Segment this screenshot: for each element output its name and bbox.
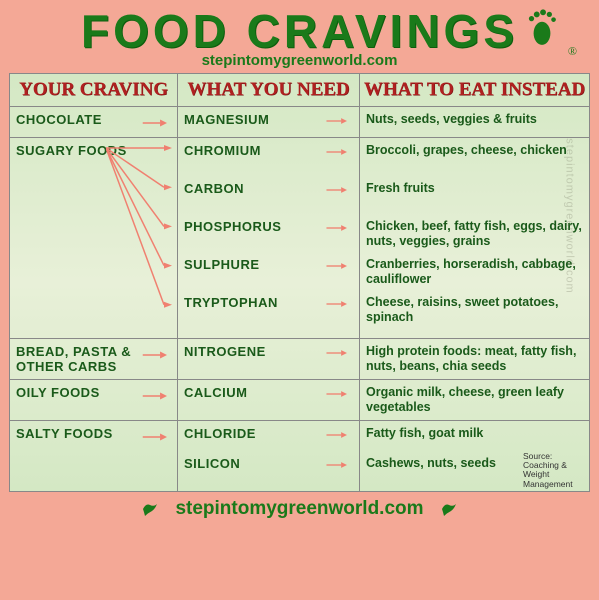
eat-cell: Nuts, seeds, veggies & fruits [360, 107, 589, 137]
footer-url: stepintomygreenworld.com [175, 498, 423, 519]
need-cell: CALCIUM [178, 380, 360, 420]
eat-cell: Broccoli, grapes, cheese, chicken Fresh f… [360, 138, 589, 338]
arrow-icon [325, 112, 347, 130]
craving-cell: BREAD, PASTA & OTHER CARBS [10, 339, 178, 379]
need-cell: MAGNESIUM [178, 107, 360, 137]
footer: stepintomygreenworld.com [6, 492, 593, 520]
table-row: OILY FOODS CALCIUM Organic milk, cheese,… [10, 380, 589, 421]
arrow-icon [325, 426, 347, 444]
need-cell: NITROGENE [178, 339, 360, 379]
arrow-icon [141, 114, 167, 132]
eat-cell: Fatty fish, goat milkCashews, nuts, seed… [360, 421, 589, 491]
need-cell: CHLORIDE SILICON [178, 421, 360, 491]
table-header-row: YOUR CRAVING WHAT YOU NEED WHAT TO EAT I… [10, 74, 589, 107]
eat-item: Chicken, beef, fatty fish, eggs, dairy, … [366, 219, 583, 253]
need-item: TRYPTOPHAN [184, 295, 353, 315]
arrow-icon [325, 257, 347, 275]
infographic-container: FOOD CRAVINGS stepintomygreenworld.com ®… [0, 0, 599, 600]
craving-cell: CHOCOLATE [10, 107, 178, 137]
arrow-icon [325, 344, 347, 362]
table-row: CHOCOLATE MAGNESIUM Nuts, seeds, veggies… [10, 107, 589, 138]
arrow-icon [325, 219, 347, 237]
table-row: BREAD, PASTA & OTHER CARBS NITROGENE Hig… [10, 339, 589, 380]
arrow-icon [325, 181, 347, 199]
lizard-icon-left [140, 499, 160, 519]
arrow-icon [325, 456, 347, 474]
need-item: MAGNESIUM [184, 112, 353, 132]
table-body: CHOCOLATE MAGNESIUM Nuts, seeds, veggies… [10, 107, 589, 491]
need-label: MAGNESIUM [184, 112, 269, 127]
arrow-icon [141, 346, 167, 364]
source-credit: Source: Coaching & Weight Management [523, 452, 585, 489]
header: FOOD CRAVINGS stepintomygreenworld.com ® [6, 6, 593, 69]
need-label: CARBON [184, 181, 244, 196]
eat-item: Nuts, seeds, veggies & fruits [366, 112, 583, 132]
header-craving: YOUR CRAVING [10, 74, 178, 106]
eat-cell: Organic milk, cheese, green leafy vegeta… [360, 380, 589, 420]
lizard-icon-right [439, 499, 459, 519]
main-title: FOOD CRAVINGS [6, 8, 593, 54]
eat-item: Cheese, raisins, sweet potatoes, spinach [366, 295, 583, 329]
arrow-icon [325, 143, 347, 161]
need-item: SILICON [184, 456, 353, 476]
craving-cell: SALTY FOODS [10, 421, 178, 491]
craving-label: OILY FOODS [16, 385, 100, 400]
need-item: CALCIUM [184, 385, 353, 405]
arrow-icon [325, 295, 347, 313]
need-label: TRYPTOPHAN [184, 295, 278, 310]
registered-mark: ® [568, 44, 577, 59]
eat-item: High protein foods: meat, fatty fish, nu… [366, 344, 583, 374]
eat-item: Fatty fish, goat milk [366, 426, 583, 446]
need-label: SULPHURE [184, 257, 260, 272]
craving-cell: OILY FOODS [10, 380, 178, 420]
eat-item: Broccoli, grapes, cheese, chicken [366, 143, 583, 177]
need-label: NITROGENE [184, 344, 266, 359]
need-cell: CHROMIUM CARBON PHOSPHORUS SULPHURE TRYP… [178, 138, 360, 338]
craving-label: CHOCOLATE [16, 112, 102, 127]
table-row: SALTY FOODS CHLORIDE SILICON Fatty fish,… [10, 421, 589, 491]
need-item: CHROMIUM [184, 143, 353, 163]
eat-item: Cranberries, horseradish, cabbage, cauli… [366, 257, 583, 291]
eat-cell: High protein foods: meat, fatty fish, nu… [360, 339, 589, 379]
header-need: WHAT YOU NEED [178, 74, 360, 106]
need-item: NITROGENE [184, 344, 353, 364]
multi-arrow-icon [106, 142, 176, 332]
craving-cell: SUGARY FOODS [10, 138, 178, 338]
craving-label: SALTY FOODS [16, 426, 113, 441]
eat-item: Organic milk, cheese, green leafy vegeta… [366, 385, 583, 415]
footprint-icon [521, 6, 563, 48]
table-row: SUGARY FOODS CHROMIUM CARBON PHOSPHORUS [10, 138, 589, 339]
cravings-table: YOUR CRAVING WHAT YOU NEED WHAT TO EAT I… [9, 73, 590, 492]
arrow-icon [141, 387, 167, 405]
need-label: CALCIUM [184, 385, 247, 400]
need-item: SULPHURE [184, 257, 353, 277]
need-label: PHOSPHORUS [184, 219, 281, 234]
arrow-icon [141, 428, 167, 446]
need-item: PHOSPHORUS [184, 219, 353, 239]
eat-item: Fresh fruits [366, 181, 583, 215]
watermark: stepintomygreenworld.com [563, 138, 575, 293]
need-item: CARBON [184, 181, 353, 201]
need-label: CHLORIDE [184, 426, 256, 441]
need-item: CHLORIDE [184, 426, 353, 446]
need-label: SILICON [184, 456, 240, 471]
craving-label: BREAD, PASTA & OTHER CARBS [16, 344, 131, 374]
arrow-icon [325, 385, 347, 403]
need-label: CHROMIUM [184, 143, 261, 158]
header-eat: WHAT TO EAT INSTEAD [360, 74, 589, 106]
